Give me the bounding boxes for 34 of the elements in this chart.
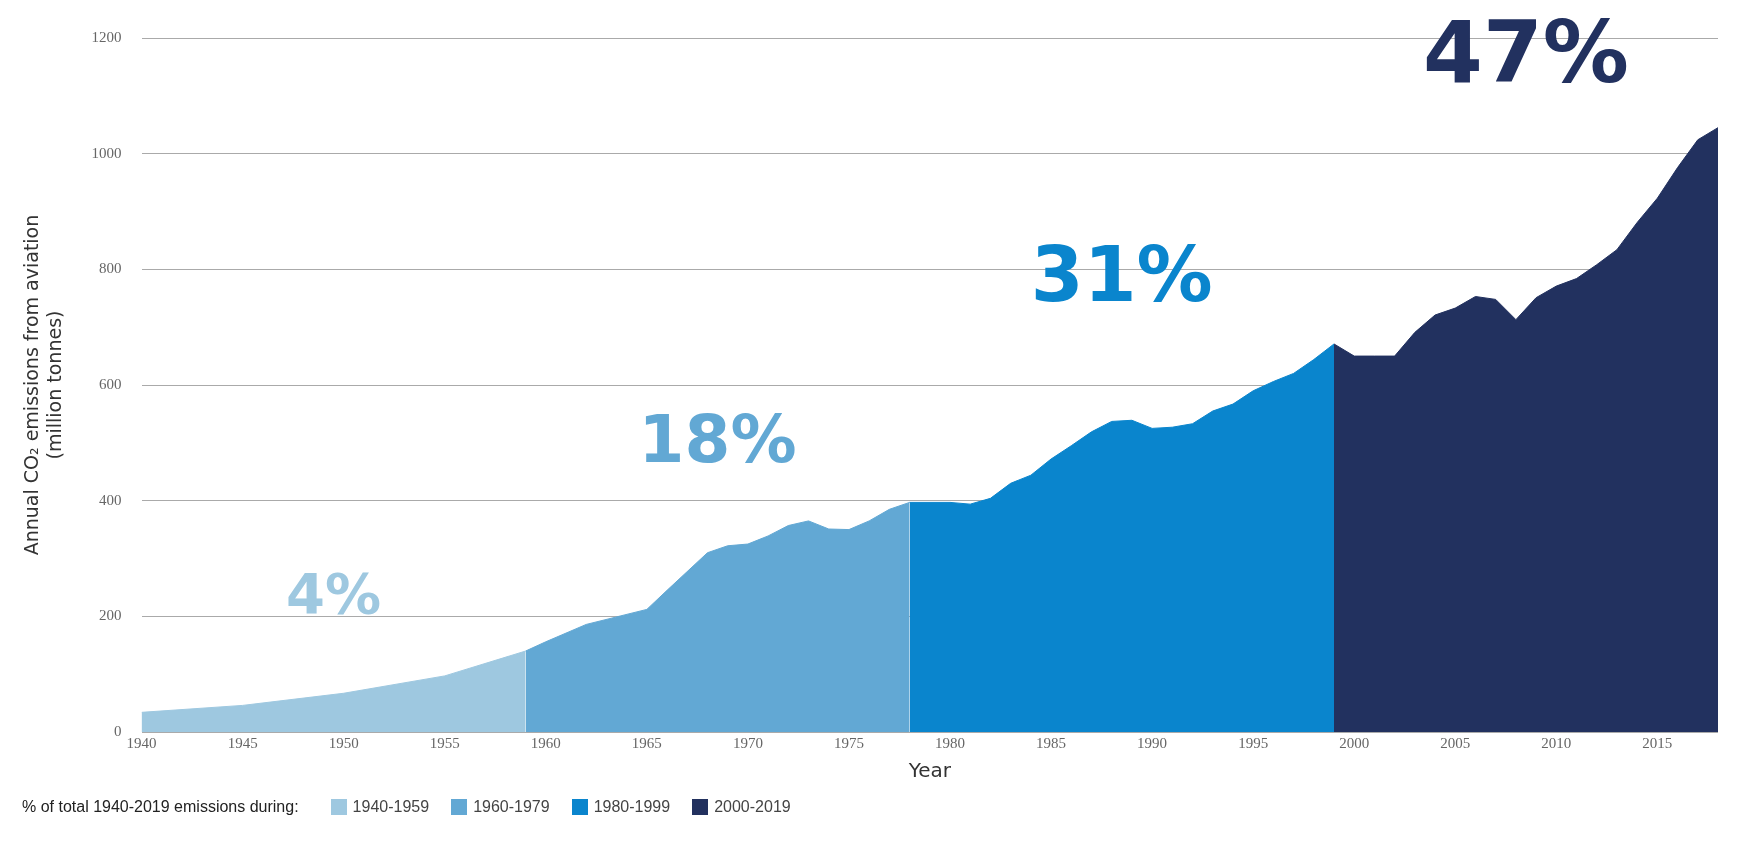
x-tick-label: 1945 [227,734,258,751]
annotation: 47% [1423,1,1629,102]
x-tick-label: 1940 [126,734,157,751]
x-tick-label: 1965 [631,734,662,751]
x-tick-label: 1950 [328,734,359,751]
y-tick-label: 0 [114,722,122,739]
y-tick-label: 400 [99,491,122,508]
x-tick-label: 2015 [1642,734,1673,751]
x-tick-label: 2010 [1541,734,1572,751]
annotation: 4% [286,560,382,626]
y-tick-label: 600 [99,375,122,392]
x-tick-label: 1975 [833,734,864,751]
x-tick-label: 1990 [1137,734,1168,751]
y-axis-title: Annual CO₂ emissions from aviation (million tonnes) [20,214,66,556]
x-tick-label: 2005 [1440,734,1471,751]
y-tick-label: 200 [99,607,122,624]
x-tick-label: 1955 [429,734,460,751]
legend-title: % of total 1940-2019 emissions during: [22,798,299,816]
y-tick-label: 1200 [91,28,122,45]
legend-label: 2000-2019 [714,798,791,816]
legend-label: 1980-1999 [593,798,671,816]
y-tick-label: 800 [99,260,122,277]
x-tick-label: 1995 [1238,734,1269,751]
x-tick-label: 1960 [530,734,561,751]
legend-label: 1960-1979 [473,798,550,816]
legend-label: 1940-1959 [352,798,430,816]
x-tick-label: 1985 [1036,734,1067,751]
y-tick-label: 1000 [91,144,122,161]
x-axis-title: Year [907,758,952,783]
x-tick-label: 1980 [935,734,966,751]
x-tick-label: 1970 [732,734,763,751]
annotation: 18% [638,400,797,478]
annotation: 31% [1030,229,1213,319]
x-tick-label: 2000 [1339,734,1370,751]
